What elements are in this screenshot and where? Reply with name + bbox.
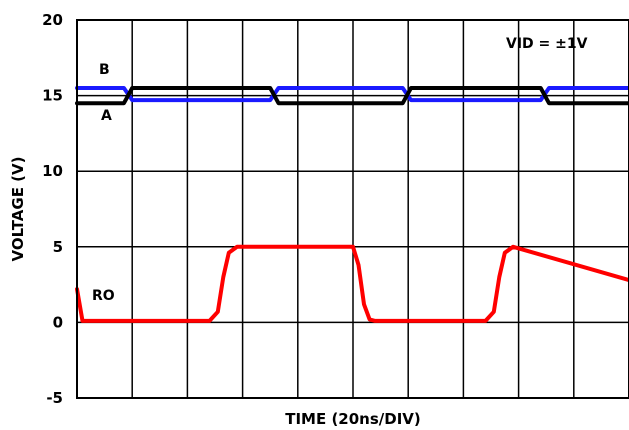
series-line-a <box>75 86 629 106</box>
vid-annotation: VID = ±1V <box>506 36 588 52</box>
plot-frame <box>76 19 629 399</box>
y-tick-label: 5 <box>53 238 63 256</box>
series-label-a: A <box>101 108 112 124</box>
y-tick-labels: -5 0 5 10 15 20 <box>42 11 63 407</box>
series-group <box>75 86 629 323</box>
y-tick-label: 15 <box>42 87 63 105</box>
grid <box>77 20 629 398</box>
series-label-b: B <box>99 62 110 78</box>
y-tick-label: -5 <box>46 389 63 407</box>
y-tick-label: 20 <box>42 11 63 29</box>
series-line-ro <box>75 244 629 323</box>
y-tick-label: 0 <box>53 313 63 331</box>
x-axis-label: TIME (20ns/DIV) <box>285 410 421 428</box>
y-tick-label: 10 <box>42 162 63 180</box>
series-label-ro: RO <box>92 288 115 304</box>
y-axis-label: VOLTAGE (V) <box>9 157 27 262</box>
